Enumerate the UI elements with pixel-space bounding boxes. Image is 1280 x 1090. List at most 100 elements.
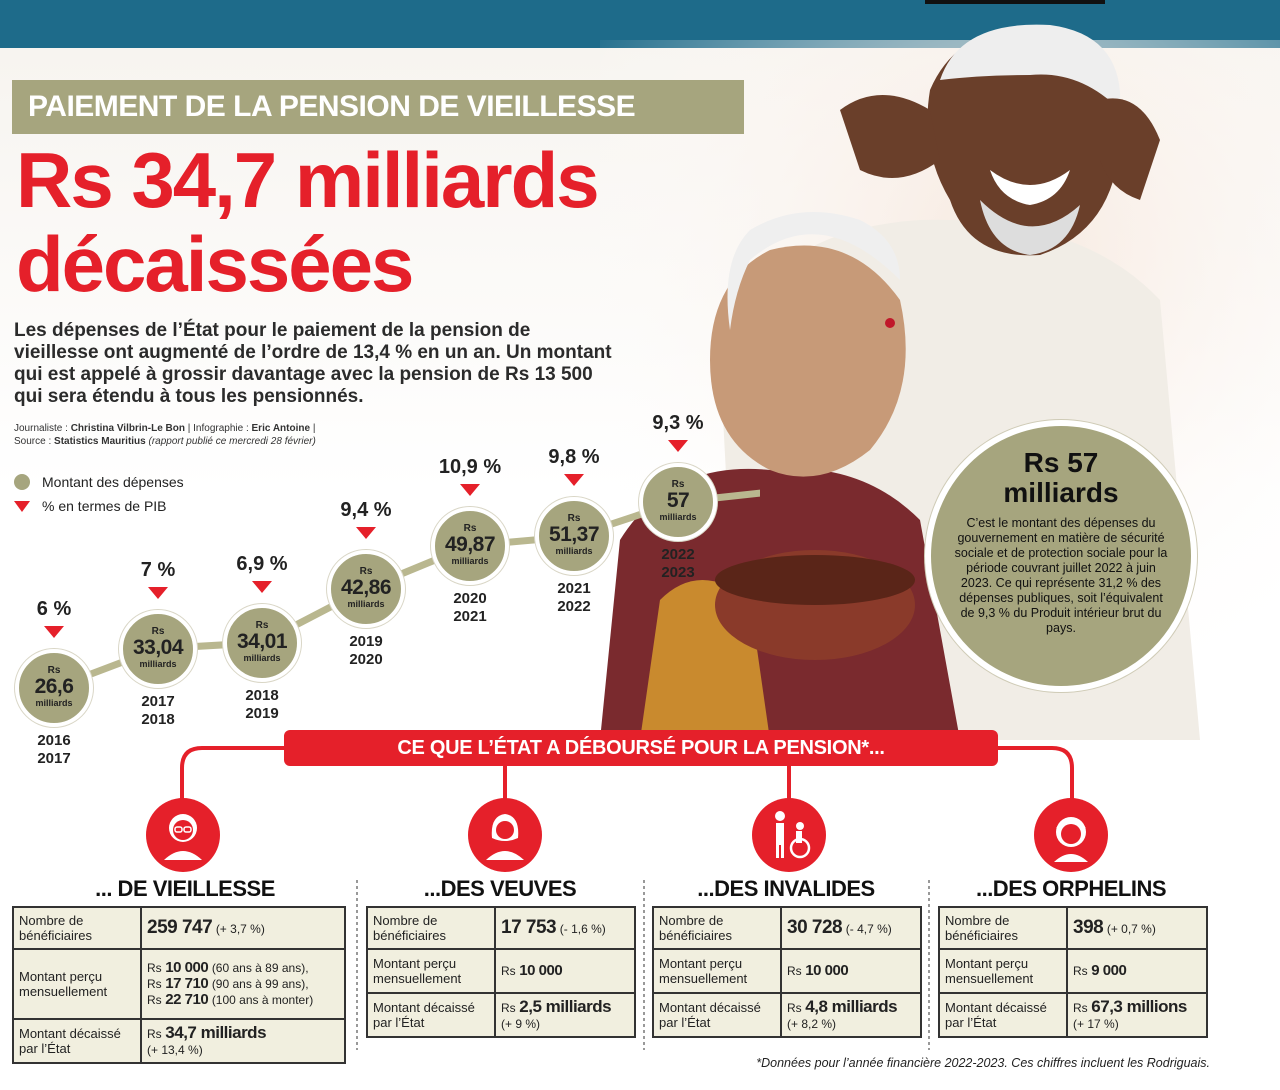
table-row: Nombre de bénéficiaires 398 (+ 0,7 %)	[938, 906, 1208, 950]
rs-prefix: Rs	[1073, 1000, 1088, 1015]
bubble-rs: Rs	[567, 513, 581, 525]
column-divider-2	[643, 880, 645, 1050]
gdp-percent-label: 9,8 %	[548, 446, 600, 469]
headline-line-2: décaissées	[16, 220, 414, 308]
row-label-monthly: Montant perçu mensuellement	[12, 948, 142, 1020]
side-circle-title: Rs 57 milliards	[931, 448, 1191, 508]
year-top: 2016	[37, 732, 71, 749]
amount-bubble: Rs 42,86 milliards	[327, 549, 405, 628]
side-circle: Rs 57 milliards C’est le montant des dép…	[925, 420, 1197, 692]
table-row: Montant perçu mensuellement Rs 10 000 (6…	[12, 948, 346, 1020]
amount-bubble: Rs 26,6 milliards	[15, 649, 93, 727]
table-row: Montant perçu mensuellement Rs 10 000	[366, 948, 636, 994]
kicker-banner: PAIEMENT DE LA PENSION DE VIEILLESSE	[12, 80, 744, 134]
credits-separator: |	[310, 423, 316, 434]
table-row: Montant décaissé par l’État Rs 67,3 mill…	[938, 992, 1208, 1038]
year-top: 2019	[349, 632, 383, 650]
olive-dot-icon	[14, 474, 30, 490]
row-label-disbursed: Montant décaissé par l’État	[366, 992, 496, 1038]
bubble-value: 26,6	[34, 675, 74, 698]
pension-section-banner: CE QUE L’ÉTAT A DÉBOURSÉ POUR LA PENSION…	[284, 730, 998, 766]
bubble-rs: Rs	[671, 479, 685, 490]
beneficiaries-change: (- 4,7 %)	[845, 921, 892, 936]
disbursed-change: (+ 13,4 %)	[147, 1042, 203, 1057]
bubble-value: 51,37	[548, 523, 600, 547]
monthly-note: (90 ans à 99 ans),	[211, 977, 309, 991]
chart-legend: Montant des dépenses % en termes de PIB	[14, 470, 184, 518]
amount-bubble: Rs 57 milliards	[639, 463, 717, 541]
bubble-unit: milliards	[243, 652, 281, 663]
amount-bubble: Rs 51,37 milliards	[535, 497, 613, 576]
table-row: Nombre de bénéficiaires 17 753 (- 1,6 %)	[366, 906, 636, 950]
rs-prefix: Rs	[787, 964, 802, 978]
monthly-value: Rs 10 000 (60 ans à 89 ans), Rs 17 710 (…	[140, 948, 346, 1020]
year-bottom: 2021	[453, 607, 487, 625]
gdp-triangle-icon	[356, 526, 376, 539]
table-veuves: Nombre de bénéficiaires 17 753 (- 1,6 %)…	[366, 906, 636, 1038]
bubble-value: 42,86	[340, 575, 392, 599]
disbursed-value: Rs 67,3 millions (+ 17 %)	[1066, 992, 1208, 1038]
rs-prefix: Rs	[147, 961, 162, 975]
beneficiaries-change: (+ 3,7 %)	[215, 921, 265, 936]
disbursed-value: Rs 4,8 milliards (+ 8,2 %)	[780, 992, 922, 1038]
journalist-name: Christina Vilbrin-Le Bon	[70, 423, 185, 434]
table-row: Montant décaissé par l’État Rs 4,8 milli…	[652, 992, 922, 1038]
wheelchair-icon	[752, 798, 826, 872]
rs-prefix: Rs	[147, 993, 162, 1007]
beneficiaries-value: 398 (+ 0,7 %)	[1066, 906, 1208, 950]
headline-line-1: Rs 34,7 milliards	[16, 136, 600, 224]
monthly-amount: 17 710	[165, 975, 209, 992]
table-row: Montant perçu mensuellement Rs 9 000	[938, 948, 1208, 994]
fiscal-year-label: 2022 2023	[633, 546, 723, 582]
col-title-invalides: ...DES INVALIDES	[697, 876, 875, 901]
table-row: Nombre de bénéficiaires 30 728 (- 4,7 %)	[652, 906, 922, 950]
gdp-percent-label: 6 %	[36, 598, 72, 620]
row-label-monthly: Montant perçu mensuellement	[938, 948, 1068, 994]
bubble-unit: milliards	[347, 598, 385, 609]
bubble-rs: Rs	[47, 665, 61, 676]
table-row: Montant décaissé par l’État Rs 34,7 mill…	[12, 1018, 346, 1064]
amount-bubble: Rs 49,87 milliards	[431, 506, 509, 585]
credits: Journaliste : Christina Vilbrin-Le Bon |…	[14, 422, 614, 448]
column-divider-1	[356, 880, 358, 1050]
legend-gdp: % en termes de PIB	[14, 494, 184, 518]
beneficiaries-count: 398	[1073, 916, 1104, 938]
row-label-monthly: Montant perçu mensuellement	[366, 948, 496, 994]
monthly-note: (100 ans à monter)	[211, 993, 314, 1007]
monthly-value: Rs 9 000	[1066, 948, 1208, 994]
monthly-line: Rs 10 000 (60 ans à 89 ans),	[147, 960, 339, 976]
year-top: 2021	[557, 580, 591, 598]
year-bottom: 2017	[37, 750, 71, 767]
year-bottom: 2018	[141, 710, 175, 728]
fiscal-year-label: 2019 2020	[321, 633, 411, 669]
monthly-note: (60 ans à 89 ans),	[211, 961, 309, 975]
year-top: 2018	[245, 686, 279, 704]
beneficiaries-value: 30 728 (- 4,7 %)	[780, 906, 922, 950]
table-orphelins: Nombre de bénéficiaires 398 (+ 0,7 %) Mo…	[938, 906, 1208, 1038]
fiscal-year-label: 2016 2017	[9, 732, 99, 768]
elderly-woman-icon	[146, 798, 220, 872]
year-bottom: 2022	[557, 598, 591, 616]
gdp-percent-label: 9,4 %	[340, 498, 392, 521]
bubble-unit: milliards	[451, 555, 489, 566]
bubble-rs: Rs	[359, 565, 373, 577]
fiscal-year-label: 2017 2018	[113, 693, 203, 729]
bubble-value: 49,87	[444, 532, 496, 556]
legend-spend-label: Montant des dépenses	[42, 474, 184, 490]
disbursed-change: (+ 9 %)	[501, 1016, 541, 1031]
gdp-percent-label: 10,9 %	[438, 455, 502, 478]
disbursed-value: Rs 34,7 milliards (+ 13,4 %)	[140, 1018, 346, 1064]
bubble-rs: Rs	[151, 625, 165, 637]
lede: Les dépenses de l’État pour le paiement …	[14, 320, 612, 407]
year-bottom: 2023	[661, 564, 695, 581]
column-divider-3	[928, 880, 930, 1050]
bubble-unit: milliards	[659, 512, 697, 522]
bubble-value: 33,04	[132, 635, 184, 659]
gdp-triangle-icon	[44, 626, 64, 638]
table-row: Montant décaissé par l’État Rs 2,5 milli…	[366, 992, 636, 1038]
rs-prefix: Rs	[787, 1000, 802, 1015]
monthly-value: Rs 10 000	[494, 948, 636, 994]
monthly-line: Rs 17 710 (90 ans à 99 ans),	[147, 976, 339, 992]
rs-prefix: Rs	[501, 964, 516, 978]
gdp-triangle-icon	[564, 474, 584, 487]
